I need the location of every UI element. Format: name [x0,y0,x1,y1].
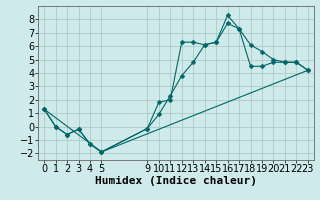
X-axis label: Humidex (Indice chaleur): Humidex (Indice chaleur) [95,176,257,186]
